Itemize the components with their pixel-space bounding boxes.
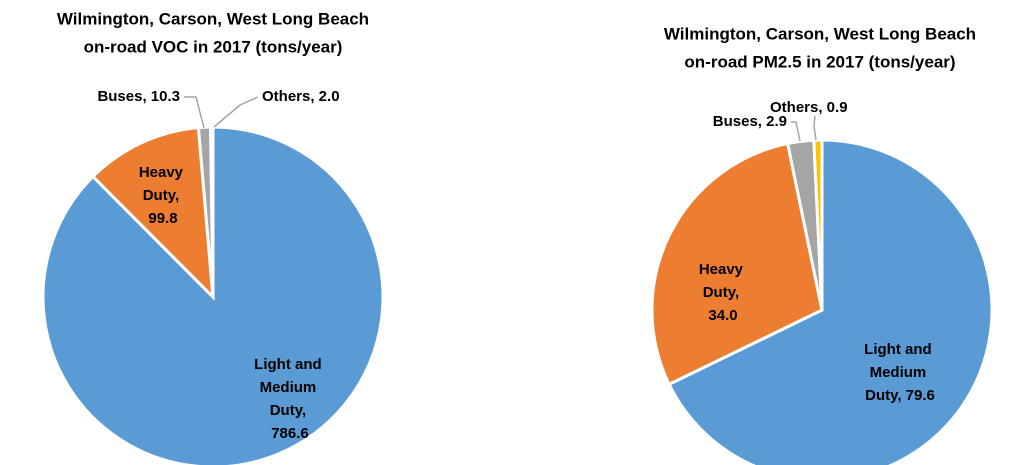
pie-slice	[209, 125, 215, 298]
leader-line	[813, 115, 817, 141]
data-label: Buses, 2.9	[713, 113, 787, 130]
data-label: Light and Medium Duty, 786.6	[254, 356, 326, 442]
data-label: Light and Medium Duty, 79.6	[864, 341, 936, 404]
chart-title: on-road VOC in 2017 (tons/year)	[84, 37, 343, 56]
pie-slice	[667, 138, 994, 465]
chart-title: Wilmington, Carson, West Long Beach	[664, 24, 976, 43]
data-label: Buses, 10.3	[97, 88, 180, 105]
leader-line	[184, 96, 205, 129]
pie-slice	[90, 126, 215, 301]
data-label: Others, 2.0	[262, 88, 340, 105]
chart-title: Wilmington, Carson, West Long Beach	[57, 9, 369, 28]
chart-title: on-road PM2.5 in 2017 (tons/year)	[684, 52, 955, 71]
data-label: Heavy Duty, 99.8	[139, 164, 187, 227]
leader-line	[213, 96, 259, 128]
data-label: Others, 0.9	[770, 99, 848, 116]
data-label: Heavy Duty, 34.0	[699, 261, 747, 324]
leader-line	[791, 121, 801, 142]
pie-slice	[812, 138, 824, 311]
pie-slice	[650, 141, 824, 387]
